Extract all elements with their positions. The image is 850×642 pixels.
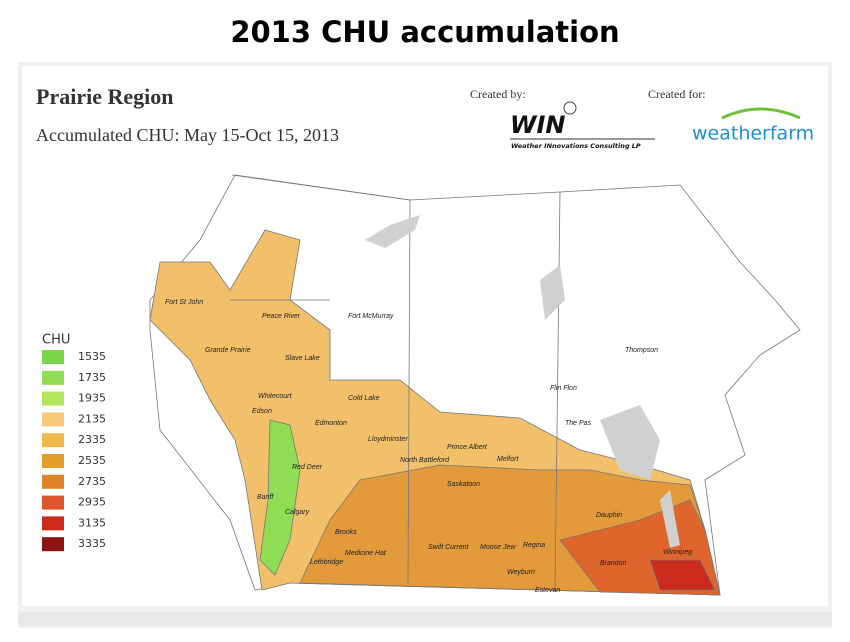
place-label: Brooks: [335, 529, 357, 536]
place-label: Melfort: [497, 456, 519, 463]
place-label: The Pas: [565, 420, 592, 427]
legend-value: 2535: [78, 454, 106, 467]
legend-swatch: [42, 391, 64, 406]
created-for: Created for:: [648, 87, 706, 101]
legend-value: 1535: [78, 350, 106, 363]
legend-swatch: [42, 474, 64, 489]
title: 2013 CHU accumulation: [230, 15, 619, 49]
weatherfarm-swoosh: [721, 107, 801, 120]
place-label: North Battleford: [400, 457, 450, 464]
place-label: Edmonton: [315, 420, 347, 427]
win-logo: WIN Weather INnovations Consulting LP: [510, 101, 655, 150]
weatherfarm-logo: weatherfarm: [692, 123, 814, 145]
legend-swatch: [42, 350, 64, 364]
place-label: Prince Albert: [447, 444, 488, 451]
zone-3135: [649, 559, 716, 591]
place-label: Brandon: [600, 560, 627, 567]
legend-value: 3135: [78, 516, 106, 529]
place-label: Flin Flon: [550, 385, 577, 392]
legend-value: 1935: [78, 392, 106, 405]
place-label: Edson: [252, 408, 272, 415]
place-labels: Fort St John Peace River Fort McMurray Gran…: [165, 299, 692, 594]
legend-value: 2335: [78, 433, 106, 446]
province-borders: [230, 174, 561, 591]
bottom-strip: [18, 612, 832, 626]
legend-swatch: [42, 495, 64, 510]
place-label: Lloydminster: [368, 436, 408, 443]
place-label: Banff: [257, 494, 274, 501]
lake-reindeer: [540, 265, 565, 320]
place-label: Weyburn: [507, 569, 535, 576]
place-label: Red Deer: [292, 464, 323, 471]
place-label: Swift Current: [428, 544, 470, 551]
map: [149, 174, 801, 596]
lake-manitoba: [660, 490, 680, 548]
place-label: Winnipeg: [663, 549, 692, 556]
place-label: Moose Jew: [480, 544, 516, 551]
win-logo-text: WIN: [510, 111, 566, 139]
win-name: Weather INnovations Consulting LP: [511, 142, 641, 150]
legend-value: 1735: [78, 371, 106, 384]
place-label: Fort St John: [165, 299, 203, 306]
place-label: Fort McMurray: [348, 313, 394, 320]
place-label: Peace River: [262, 313, 301, 320]
legend-title: CHU: [42, 333, 70, 348]
place-label: Whitecourt: [258, 393, 293, 400]
legend-swatch: [42, 537, 64, 552]
legend-value: 3335: [78, 537, 106, 550]
sun-icon: [563, 101, 577, 115]
place-label: Medicine Hat: [345, 550, 387, 557]
map-subtitle: Accumulated CHU: May 15-Oct 15, 2013: [36, 125, 339, 145]
place-label: Thompson: [625, 347, 658, 354]
place-label: Dauphin: [596, 512, 622, 519]
place-label: Regina: [523, 542, 545, 549]
legend-swatch: [42, 412, 64, 427]
legend-swatch: [42, 370, 64, 385]
place-label: Calgary: [285, 509, 310, 516]
zone-1735: [259, 419, 301, 576]
legend-value: 2735: [78, 475, 106, 488]
place-label: Saskatoon: [447, 481, 480, 488]
created-by: Created by:: [470, 87, 526, 101]
place-label: Lethbridge: [310, 559, 343, 566]
legend: 1535 1735 1935 2135 2335 2535 2735 2935 3135 3335: [42, 350, 106, 552]
place-label: Grande Prairie: [205, 347, 251, 354]
legend-swatch: [42, 454, 64, 468]
legend-swatch: [42, 516, 64, 531]
place-label: Cold Lake: [348, 395, 380, 402]
legend-swatch: [42, 433, 64, 448]
legend-value: 2135: [78, 412, 106, 425]
lake-winnipeg: [600, 405, 660, 480]
map-heading: Prairie Region: [36, 84, 173, 109]
legend-value: 2935: [78, 496, 106, 509]
place-label: Slave Lake: [285, 355, 320, 362]
lake-athabasca: [365, 215, 420, 248]
place-label: Estevan: [535, 587, 560, 594]
